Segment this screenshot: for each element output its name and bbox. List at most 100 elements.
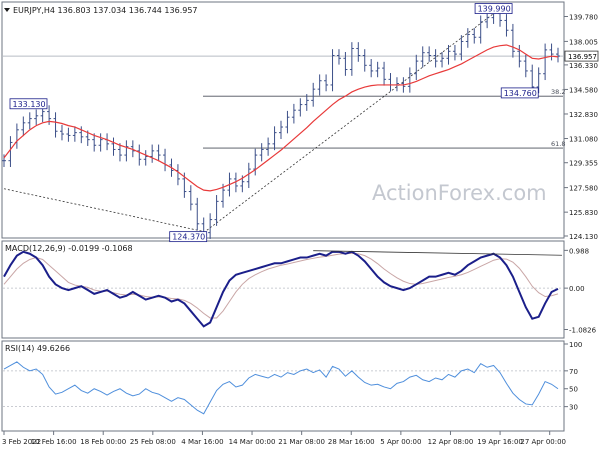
price-bar [336, 49, 341, 65]
price-tick-label: 131.080 [569, 136, 598, 144]
price-annotation-label: 134.760 [504, 89, 537, 98]
price-bar [472, 28, 477, 44]
price-bar [21, 116, 26, 137]
rsi-pane-title: RSI(14) 49.6266 [5, 344, 70, 353]
price-bar [253, 148, 258, 176]
price-bar [446, 44, 451, 65]
price-bar [285, 110, 290, 134]
price-tick-label: 132.830 [569, 111, 598, 119]
watermark: ActionForex.com [372, 181, 547, 205]
price-bar [362, 49, 367, 72]
price-bar [407, 67, 412, 93]
price-annotation-label: 139.990 [478, 5, 511, 14]
price-bar [117, 143, 122, 162]
price-bar [517, 44, 522, 68]
rsi-line [3, 361, 559, 415]
macd-signal-line [3, 252, 559, 319]
price-bar [130, 140, 135, 158]
price-bar [427, 46, 432, 62]
price-bar [311, 82, 316, 107]
price-bar [8, 136, 13, 167]
price-bar [459, 35, 464, 61]
price-bar [465, 28, 470, 48]
price-bar [304, 94, 309, 111]
price-bar [111, 137, 116, 156]
price-bar [543, 43, 548, 81]
price-bar [208, 213, 213, 239]
price-bar [279, 120, 283, 139]
price-bar [433, 49, 438, 68]
x-tick-label: 4 Mar 16:00 [181, 438, 223, 446]
price-bar [556, 47, 560, 63]
price-bar [523, 54, 528, 78]
price-bar [356, 42, 361, 62]
price-bar [59, 124, 64, 141]
x-tick-label: 10 Feb 16:00 [31, 438, 77, 446]
series-layer [2, 7, 563, 415]
price-tick-label: 129.355 [569, 160, 598, 168]
x-tick-label: 28 Mar 16:00 [328, 438, 375, 446]
price-bar [188, 185, 193, 211]
label-layer: 139.780 138.005 136.330 134.580 132.830 131.0… [2, 3, 599, 446]
price-bar [414, 54, 419, 81]
macd-pane [1, 240, 565, 339]
macd-tick-label: 0.00 [569, 285, 585, 293]
price-tick-label: 125.830 [569, 209, 598, 217]
price-bar [27, 112, 32, 130]
price-bar [549, 43, 554, 61]
current-price-label: 136.957 [568, 53, 597, 61]
macd-divergence-line [313, 250, 563, 256]
price-tick-label: 139.780 [569, 14, 598, 22]
x-tick-label: 18 Feb 00:00 [80, 438, 126, 446]
fib-level-label: 61.8 [551, 140, 565, 148]
macd-tick-label: 0.988 [569, 247, 589, 255]
x-tick-label: 21 Mar 08:00 [278, 438, 325, 446]
price-bar [452, 44, 457, 61]
price-bar [485, 11, 490, 29]
current-price-box [564, 50, 599, 62]
price-tick-label: 124.130 [569, 233, 598, 241]
price-annotation-label: 124.370 [172, 233, 205, 242]
macd-main-line [3, 250, 559, 328]
price-bar [137, 144, 142, 166]
price-annotation-box [169, 231, 208, 243]
price-bar [272, 126, 277, 151]
price-annotation-box [500, 87, 539, 99]
price-bar [156, 144, 161, 162]
price-bar [324, 74, 329, 92]
price-bar [291, 103, 296, 124]
price-tick-label: 134.580 [569, 86, 598, 94]
price-bar [536, 67, 541, 94]
fib-level-label: 38.2 [551, 88, 565, 96]
moving-average-line [3, 44, 559, 192]
price-bar [375, 61, 380, 78]
rsi-pane [1, 340, 565, 432]
price-annotation-box [474, 3, 513, 14]
price-bar [2, 154, 6, 167]
rsi-tick-label: 30 [569, 404, 578, 412]
macd-pane-title: MACD(12,26,9) -0.0199 -0.1068 [5, 244, 133, 253]
x-tick-label: 5 Apr 00:00 [380, 438, 421, 446]
rsi-tick-label: 70 [569, 368, 578, 376]
x-tick-label: 25 Feb 08:00 [130, 438, 176, 446]
price-bar [34, 109, 39, 125]
price-bar [72, 126, 77, 142]
price-bar [369, 58, 374, 78]
price-bar [92, 133, 97, 152]
x-tick-label: 19 Apr 16:00 [477, 438, 523, 446]
price-bar [349, 42, 354, 76]
price-bar [66, 127, 71, 142]
price-bar [504, 14, 509, 37]
price-bar [195, 197, 200, 231]
x-tick-label: 3 Feb 2022 [2, 438, 41, 446]
macd-tick-label: -1.0826 [569, 327, 597, 335]
grid-layer [3, 55, 563, 408]
price-tick-label: 138.005 [569, 38, 598, 46]
price-pane-title: EURJPY,H4 136.803 137.034 136.744 136.95… [13, 6, 198, 15]
price-bar [259, 143, 264, 162]
price-bar [98, 133, 103, 152]
price-tick-label: 136.330 [569, 62, 598, 70]
price-annotation-box [9, 98, 48, 110]
price-bar [330, 49, 335, 92]
